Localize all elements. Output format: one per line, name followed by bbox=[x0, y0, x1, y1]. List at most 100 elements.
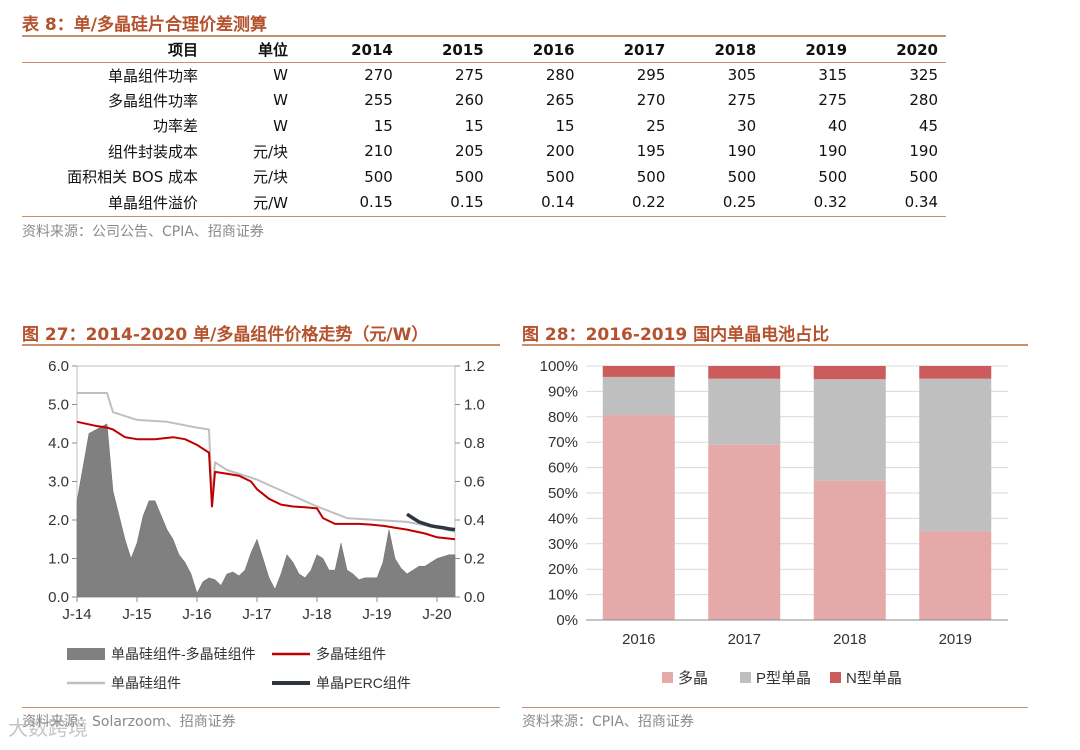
table-row: 单晶组件功率 W 270 275 280 295 305 315 325 bbox=[22, 62, 946, 88]
table-bottom-rule bbox=[22, 216, 946, 217]
col-header-2017: 2017 bbox=[582, 38, 674, 63]
legend-multi-label: 多晶硅组件 bbox=[316, 646, 386, 662]
x-tick-label: J-19 bbox=[362, 606, 391, 623]
table-row: 组件封装成本 元/块 210 205 200 195 190 190 190 bbox=[22, 139, 946, 165]
cell: 270 bbox=[364, 66, 393, 84]
y-tick-label: 70% bbox=[548, 434, 578, 451]
watermark: 大数跨境 bbox=[8, 716, 88, 740]
cell: 280 bbox=[909, 91, 938, 110]
fig28-title-rule bbox=[522, 344, 1028, 346]
cell: W bbox=[273, 116, 288, 135]
cell: 元/W bbox=[253, 193, 288, 212]
cell: W bbox=[273, 66, 288, 84]
fig28-source: 资料来源：CPIA、招商证券 bbox=[522, 714, 694, 730]
cell: 0.14 bbox=[541, 193, 575, 212]
bar-segment bbox=[602, 366, 675, 377]
table-row: 单晶组件溢价 元/W 0.15 0.15 0.14 0.22 0.25 0.32… bbox=[22, 190, 946, 216]
cell: 275 bbox=[455, 66, 484, 84]
cell: 260 bbox=[455, 91, 484, 110]
right-tick-label: 0.2 bbox=[464, 551, 485, 568]
x-tick-label: J-17 bbox=[242, 606, 271, 623]
bar-segment bbox=[708, 444, 781, 620]
cell: 15 bbox=[373, 116, 393, 135]
left-tick-label: 2.0 bbox=[48, 512, 69, 529]
legend-perc-label: 单晶PERC组件 bbox=[316, 675, 411, 691]
cell: 单晶组件功率 bbox=[107, 66, 198, 85]
y-tick-label: 30% bbox=[548, 536, 578, 553]
left-tick-label: 1.0 bbox=[48, 551, 69, 568]
mono-share-chart: 0% 10% 20% 30% 40% 50% 60% 70% 80% 90% 100% 2016 201… bbox=[540, 358, 1008, 687]
legend-diff-swatch bbox=[67, 648, 105, 660]
left-tick-label: 5.0 bbox=[48, 397, 69, 414]
col-header-2020: 2020 bbox=[855, 38, 946, 63]
cell: 0.32 bbox=[813, 193, 848, 212]
mono-module-line bbox=[77, 392, 456, 533]
cell: 组件封装成本 bbox=[107, 142, 198, 161]
cell: 30 bbox=[737, 116, 757, 135]
y-tick-label: 80% bbox=[548, 409, 578, 426]
cell: 190 bbox=[727, 142, 757, 161]
cell: 功率差 bbox=[152, 117, 198, 136]
y-tick-label: 100% bbox=[540, 358, 578, 375]
cell: 15 bbox=[464, 116, 484, 135]
right-tick-label: 0.4 bbox=[464, 512, 485, 529]
table-header-row: 项目 单位 2014 2015 2016 2017 2018 2019 2020 bbox=[22, 38, 946, 63]
col-header-2018: 2018 bbox=[673, 38, 765, 63]
fig27-title: 图 27：2014-2020 单/多晶组件价格走势（元/W） bbox=[22, 325, 429, 345]
legend-diff-label: 单晶硅组件-多晶硅组件 bbox=[111, 646, 256, 662]
col-header-item: 项目 bbox=[22, 38, 198, 63]
legend-label: P型单晶 bbox=[756, 670, 811, 687]
col-header-2015: 2015 bbox=[400, 38, 492, 63]
cell: 265 bbox=[545, 91, 575, 110]
y-tick-label: 50% bbox=[548, 485, 578, 502]
cell: 200 bbox=[545, 142, 575, 161]
cell: 单晶组件溢价 bbox=[107, 193, 198, 212]
table-source: 资料来源：公司公告、CPIA、招商证券 bbox=[22, 224, 264, 240]
cell: 500 bbox=[818, 167, 848, 186]
legend-swatch bbox=[830, 672, 841, 683]
right-tick-label: 1.2 bbox=[464, 358, 485, 375]
legend-swatch bbox=[662, 672, 673, 683]
cell: 15 bbox=[555, 116, 575, 135]
table-title-rule bbox=[22, 35, 946, 37]
cell: 190 bbox=[909, 142, 938, 161]
cell: 45 bbox=[918, 116, 938, 135]
bar-segment bbox=[919, 378, 992, 532]
x-tick-label: 2018 bbox=[833, 631, 866, 648]
col-header-2019: 2019 bbox=[764, 38, 856, 63]
fig27-bottom-rule bbox=[22, 707, 500, 708]
perc-module-line bbox=[406, 512, 456, 532]
fig27-source: 资料来源：Solarzoom、招商证券 bbox=[22, 714, 236, 730]
y-tick-label: 0% bbox=[556, 612, 578, 629]
y-tick-label: 10% bbox=[548, 587, 578, 604]
right-tick-label: 1.0 bbox=[464, 397, 485, 414]
col-header-2014: 2014 bbox=[310, 38, 401, 63]
cell: 元/块 bbox=[252, 142, 288, 161]
bar-segment bbox=[602, 415, 675, 620]
fig28-title: 图 28：2016-2019 国内单晶电池占比 bbox=[522, 325, 830, 345]
table-title: 表 8：单/多晶硅片合理价差测算 bbox=[22, 15, 267, 35]
cell: 195 bbox=[636, 142, 666, 161]
legend-label: 多晶 bbox=[678, 670, 708, 687]
fig28-bottom-rule bbox=[522, 707, 1028, 708]
x-tick-label: J-15 bbox=[122, 606, 151, 623]
col-header-2016: 2016 bbox=[491, 38, 583, 63]
cell: 255 bbox=[364, 91, 393, 110]
bar-segment bbox=[813, 379, 886, 481]
fig27-title-rule bbox=[22, 344, 500, 346]
left-tick-label: 6.0 bbox=[48, 358, 69, 375]
x-tick-label: J-16 bbox=[182, 606, 211, 623]
multi-module-line bbox=[76, 420, 456, 541]
left-tick-label: 4.0 bbox=[48, 435, 69, 452]
y-tick-label: 60% bbox=[548, 460, 578, 477]
cell: 270 bbox=[636, 91, 666, 110]
table-row: 多晶组件功率 W 255 260 265 270 275 275 280 bbox=[22, 88, 946, 114]
cell: 25 bbox=[646, 116, 666, 135]
cell: 500 bbox=[636, 167, 666, 186]
bar-segment bbox=[919, 366, 992, 379]
table-row: 功率差 W 15 15 15 25 30 40 45 bbox=[22, 113, 946, 139]
cell: 0.22 bbox=[631, 193, 666, 212]
y-tick-label: 90% bbox=[548, 383, 578, 400]
y-tick-label: 20% bbox=[548, 561, 578, 578]
legend-swatch bbox=[740, 672, 751, 683]
